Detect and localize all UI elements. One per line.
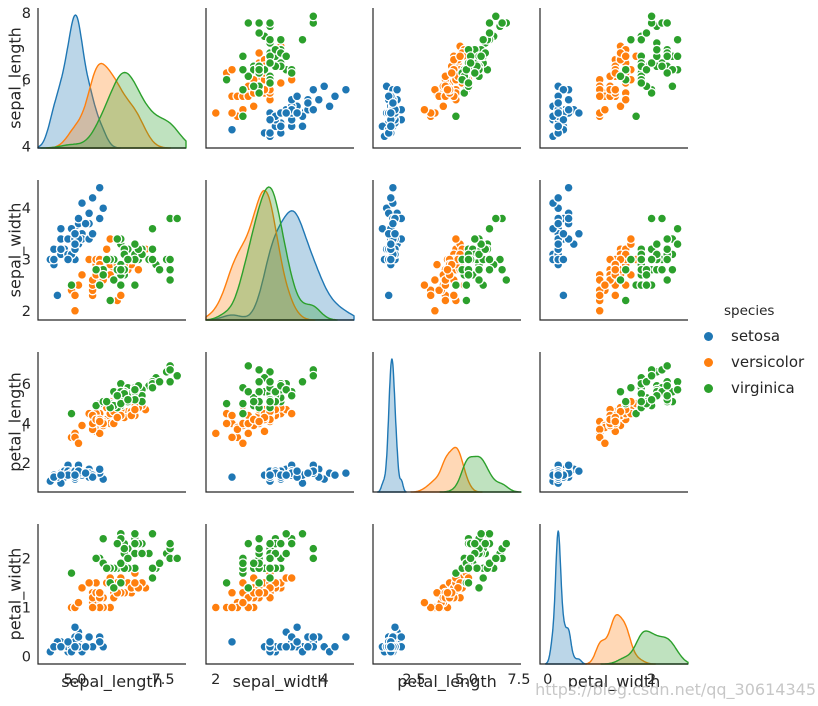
legend-label-setosa: setosa: [731, 327, 781, 345]
legend: species setosa versicolor virginica: [701, 303, 804, 405]
svg-text:3: 3: [22, 253, 31, 269]
x-axis-label-petal-length: petal_length: [397, 672, 497, 691]
svg-text:5.0: 5.0: [63, 672, 86, 688]
legend-label-virginica: virginica: [731, 379, 795, 397]
legend-item-versicolor: versicolor: [701, 353, 804, 371]
svg-text:1: 1: [22, 601, 31, 617]
legend-marker-virginica-icon: [704, 383, 713, 393]
svg-text:0: 0: [22, 650, 31, 666]
watermark-text: https://blog.csdn.net/qq_30614345: [535, 680, 816, 699]
legend-item-setosa: setosa: [701, 327, 804, 345]
svg-text:4: 4: [320, 672, 329, 688]
svg-text:8: 8: [22, 6, 31, 22]
svg-text:4: 4: [22, 201, 31, 217]
x-axis-label-petal-width: petal_width: [567, 672, 661, 691]
svg-text:6: 6: [22, 73, 31, 89]
legend-label-versicolor: versicolor: [731, 353, 805, 371]
svg-text:0: 0: [543, 672, 552, 688]
svg-text:7.5: 7.5: [152, 672, 175, 688]
svg-text:7.5: 7.5: [507, 672, 530, 688]
legend-marker-versicolor-icon: [704, 357, 713, 367]
svg-text:2: 2: [647, 672, 656, 688]
legend-title: species: [724, 303, 775, 319]
y-axis-label-petal-width: petal_width: [5, 547, 25, 641]
svg-text:2: 2: [22, 551, 31, 567]
legend-marker-setosa-icon: [704, 331, 713, 341]
y-axis-label-petal-length: petal_length: [5, 372, 25, 472]
svg-text:2: 2: [211, 672, 220, 688]
x-axis-label-sepal-length: sepal_length: [61, 672, 163, 691]
x-axis-label-sepal-width: sepal_width: [232, 672, 328, 691]
legend-item-virginica: virginica: [701, 379, 804, 397]
svg-text:2: 2: [22, 304, 31, 320]
y-axis-label-sepal-length: sepal_length: [5, 27, 25, 129]
svg-text:4: 4: [22, 139, 31, 155]
svg-text:4: 4: [22, 417, 31, 433]
svg-text:2.5: 2.5: [402, 672, 425, 688]
y-axis-label-sepal-width: sepal_width: [5, 202, 25, 298]
svg-text:2: 2: [22, 456, 31, 472]
svg-text:6: 6: [22, 377, 31, 393]
svg-text:5.0: 5.0: [455, 672, 478, 688]
